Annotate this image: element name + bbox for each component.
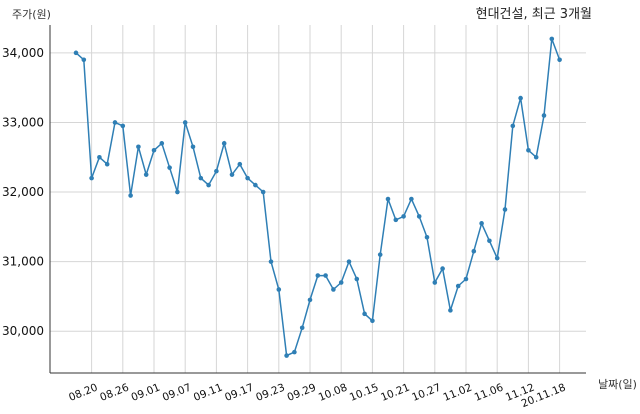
x-tick-label-11: 10.27 (410, 381, 442, 403)
x-tick-label-10: 10.21 (379, 381, 411, 403)
grid-lines (50, 25, 586, 373)
data-point-51 (471, 248, 477, 254)
data-point-60 (541, 113, 547, 118)
data-point-25 (268, 259, 274, 264)
data-point-39 (377, 252, 383, 257)
data-point-26 (276, 287, 282, 292)
price-line (75, 38, 561, 357)
data-point-11 (159, 141, 165, 146)
x-axis-label: 날짜(일) (598, 377, 637, 391)
x-tick-label-7: 09.29 (286, 381, 318, 403)
data-point-30 (307, 297, 313, 303)
y-tick-label-4: 34,000 (2, 46, 44, 60)
data-point-18 (214, 168, 219, 174)
data-point-44 (416, 214, 422, 219)
data-point-21 (237, 161, 243, 167)
data-point-8 (136, 144, 141, 150)
data-point-49 (455, 283, 461, 289)
data-point-1 (81, 57, 87, 63)
data-point-15 (190, 144, 196, 150)
data-point-13 (175, 189, 180, 195)
data-point-10 (151, 147, 157, 153)
data-point-55 (502, 207, 508, 212)
data-point-14 (182, 120, 188, 125)
data-point-46 (432, 280, 438, 285)
data-point-58 (526, 147, 531, 153)
data-point-36 (354, 276, 360, 282)
data-point-40 (385, 196, 391, 202)
data-point-28 (292, 349, 297, 355)
data-point-37 (362, 311, 367, 317)
data-point-9 (143, 172, 149, 177)
data-point-59 (533, 154, 539, 160)
data-point-24 (260, 189, 266, 195)
data-point-12 (167, 165, 172, 170)
x-tick-labels: 08.2008.2609.0109.0709.1109.1709.2309.29… (67, 381, 567, 410)
data-point-7 (128, 193, 133, 198)
data-point-61 (549, 36, 555, 42)
data-point-22 (245, 175, 250, 181)
data-point-53 (487, 238, 492, 244)
x-tick-label-8: 10.08 (317, 381, 349, 403)
x-tick-label-1: 08.26 (98, 381, 131, 404)
data-point-50 (463, 276, 469, 282)
data-point-62 (557, 57, 562, 63)
data-point-4 (104, 161, 110, 167)
data-point-48 (448, 308, 453, 313)
data-point-56 (510, 123, 516, 129)
chart-title: 현대건설, 최근 3개월 (476, 7, 592, 22)
y-axis-label: 주가(원) (12, 8, 51, 21)
data-point-31 (315, 273, 321, 278)
data-point-32 (323, 273, 328, 278)
data-point-54 (494, 255, 500, 261)
data-point-6 (120, 123, 126, 129)
data-point-42 (401, 214, 406, 219)
x-tick-label-3: 09.07 (161, 381, 193, 403)
data-point-35 (346, 259, 352, 264)
data-point-2 (89, 175, 94, 181)
x-tick-label-12: 11.02 (442, 381, 474, 403)
y-tick-label-2: 32,000 (2, 185, 44, 199)
data-point-43 (409, 196, 414, 202)
axes (49, 25, 586, 374)
data-point-23 (253, 182, 258, 188)
data-point-41 (393, 217, 399, 223)
x-tick-label-9: 10.15 (348, 381, 380, 403)
data-point-17 (206, 182, 211, 188)
data-point-0 (73, 50, 79, 56)
data-point-57 (518, 95, 523, 101)
data-point-20 (229, 172, 235, 177)
y-tick-label-0: 30,000 (2, 324, 44, 338)
data-point-3 (97, 154, 102, 160)
series-group (73, 36, 562, 358)
x-tick-label-2: 09.01 (130, 381, 162, 403)
x-tick-label-0: 08.20 (67, 381, 99, 403)
y-tick-labels: 30,000 31,000 32,000 33,000 34,000 (2, 46, 44, 338)
x-tick-label-4: 09.11 (192, 381, 224, 403)
data-point-38 (370, 318, 375, 324)
y-tick-label-1: 31,000 (2, 255, 44, 269)
x-tick-label-6: 09.23 (254, 381, 286, 403)
data-point-52 (479, 221, 484, 226)
data-point-16 (198, 175, 204, 181)
data-point-33 (331, 287, 336, 292)
data-point-45 (424, 234, 430, 240)
data-point-34 (338, 280, 344, 285)
y-tick-label-3: 33,000 (2, 115, 44, 129)
data-point-27 (284, 353, 289, 358)
data-point-47 (440, 266, 445, 271)
x-tick-label-5: 09.17 (223, 381, 255, 403)
data-point-5 (112, 120, 118, 125)
x-tick-label-13: 11.06 (473, 381, 506, 404)
data-point-29 (299, 325, 305, 331)
data-point-19 (221, 141, 227, 146)
